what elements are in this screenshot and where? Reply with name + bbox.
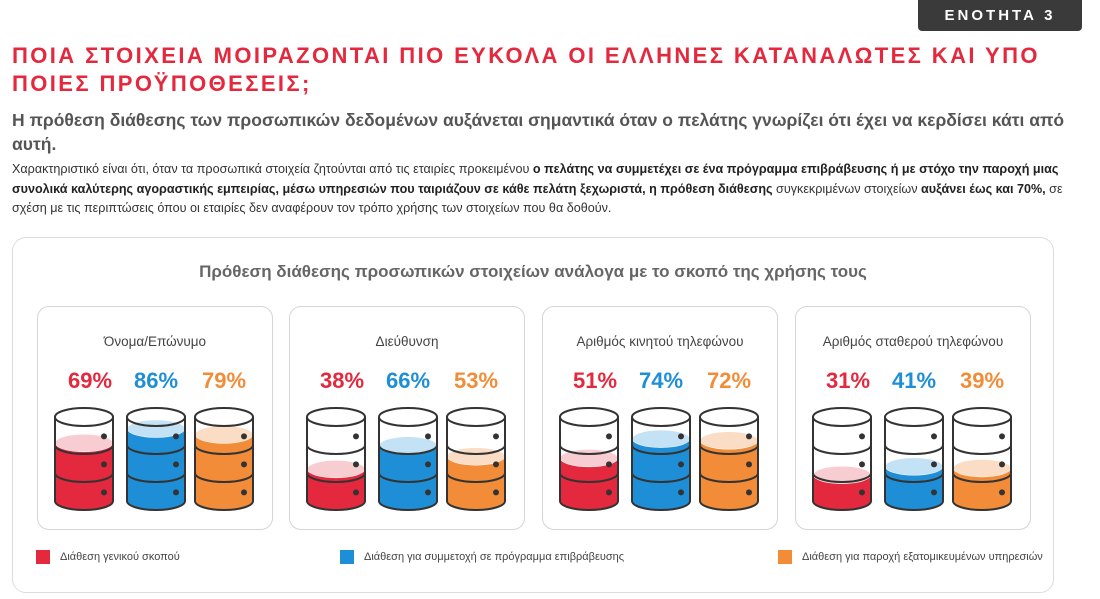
body-text-2: συγκεκριμένων στοιχείων (772, 181, 922, 196)
legend-swatch (778, 550, 792, 564)
category-label: Αριθμός κινητού τηλεφώνου (576, 334, 744, 349)
cylinder-fill (127, 428, 185, 510)
value-label: 53% (453, 368, 499, 393)
cylinder-bar (306, 407, 366, 511)
fill-surface (953, 459, 1011, 477)
value-label: 86% (133, 368, 179, 393)
fill-surface (813, 466, 871, 484)
body-text-3: σε σχέση με τις περιπτώσεις όπου οι εται… (12, 181, 1063, 216)
chart-frame (12, 237, 1054, 593)
value-label: 69% (67, 368, 113, 393)
cylinder-fill (813, 474, 871, 510)
fill-surface (55, 434, 113, 452)
cylinder-bar (194, 407, 254, 511)
cylinder-bar (952, 407, 1012, 511)
cylinder-bar (884, 407, 944, 511)
cylinder-fill (55, 443, 113, 510)
value-label: 66% (385, 368, 431, 393)
value-label: 51% (572, 368, 618, 393)
value-label: 72% (706, 368, 752, 393)
fill-surface (379, 437, 437, 455)
category-label: Όνομα/Επώνυμο (103, 334, 207, 349)
cylinder-fill (379, 445, 437, 510)
chart-card: Αριθμός σταθερού τηλεφώνου 31% 41% 39% (795, 306, 1031, 530)
legend-label: Διάθεση γενικού σκοπού (60, 551, 180, 563)
value-label: 39% (959, 368, 1005, 393)
fill-surface (560, 449, 618, 467)
value-label: 41% (891, 368, 937, 393)
page-title: ΠΟΙΑ ΣΤΟΙΧΕΙΑ ΜΟΙΡΑΖΟΝΤΑΙ ΠΙΟ ΕΥΚΟΛΑ ΟΙ … (12, 43, 1040, 96)
value-label: 38% (319, 368, 365, 393)
cylinders-svg (559, 407, 759, 511)
cylinder-bar (812, 407, 872, 511)
fill-surface (632, 430, 690, 448)
cylinder-bar (126, 407, 186, 511)
cylinder-bar (54, 407, 114, 511)
body-paragraph: Χαρακτηριστικό είναι ότι, όταν τα προσωπ… (12, 160, 1082, 219)
cylinder-fill (700, 440, 758, 510)
chart-card: Όνομα/Επώνυμο 69% 86% 79% (37, 306, 273, 530)
section-badge: ΕΝΟΤΗΤΑ 3 (918, 0, 1082, 31)
cylinder-fill (447, 456, 505, 510)
fill-surface (307, 460, 365, 478)
value-label: 31% (825, 368, 871, 393)
value-label: 74% (638, 368, 684, 393)
legend-swatch (340, 550, 354, 564)
cylinder-bar (378, 407, 438, 511)
fill-surface (195, 426, 253, 444)
cylinder-fill (632, 438, 690, 510)
cylinders-svg (54, 407, 254, 511)
page-subtitle: Η πρόθεση διάθεσης των προσωπικών δεδομέ… (12, 110, 1065, 154)
legend-item: Διάθεση για συμμετοχή σε πρόγραμμα επιβρ… (340, 550, 624, 564)
cylinder-fill (885, 466, 943, 510)
cylinder-fill (953, 468, 1011, 510)
cylinder-fill (195, 434, 253, 510)
category-label: Διεύθυνση (375, 334, 439, 349)
legend-label: Διάθεση για παροχή εξατομικευμένων υπηρε… (802, 551, 1043, 563)
chart-card: Αριθμός κινητού τηλεφώνου 51% 74% 72% (542, 306, 778, 530)
value-label: 79% (201, 368, 247, 393)
legend-item: Διάθεση για παροχή εξατομικευμένων υπηρε… (778, 550, 1043, 564)
cylinder-fill (560, 458, 618, 510)
legend-label: Διάθεση για συμμετοχή σε πρόγραμμα επιβρ… (364, 551, 625, 563)
cylinder-fill (307, 469, 365, 510)
cylinders-svg (812, 407, 1012, 511)
cylinders-svg (306, 407, 506, 511)
cylinder-bar (631, 407, 691, 511)
fill-surface (700, 432, 758, 450)
legend-swatch (36, 550, 50, 564)
cylinder-bar (559, 407, 619, 511)
chart-card: Διεύθυνση 38% 66% 53% (289, 306, 525, 530)
body-text-1: Χαρακτηριστικό είναι ότι, όταν τα προσωπ… (12, 162, 533, 176)
body-bold-2: αυξάνει έως και 70%, (921, 181, 1046, 196)
fill-surface (885, 458, 943, 476)
category-label: Αριθμός σταθερού τηλεφώνου (822, 334, 1004, 349)
legend-item: Διάθεση γενικού σκοπού (36, 550, 180, 564)
chart-title: Πρόθεση διάθεσης προσωπικών στοιχείων αν… (199, 262, 867, 281)
cylinder-bar (446, 407, 506, 511)
body-bold-1: ο πελάτης να συμμετέχει σε ένα πρόγραμμα… (12, 162, 1059, 196)
cylinder-bar (699, 407, 759, 511)
